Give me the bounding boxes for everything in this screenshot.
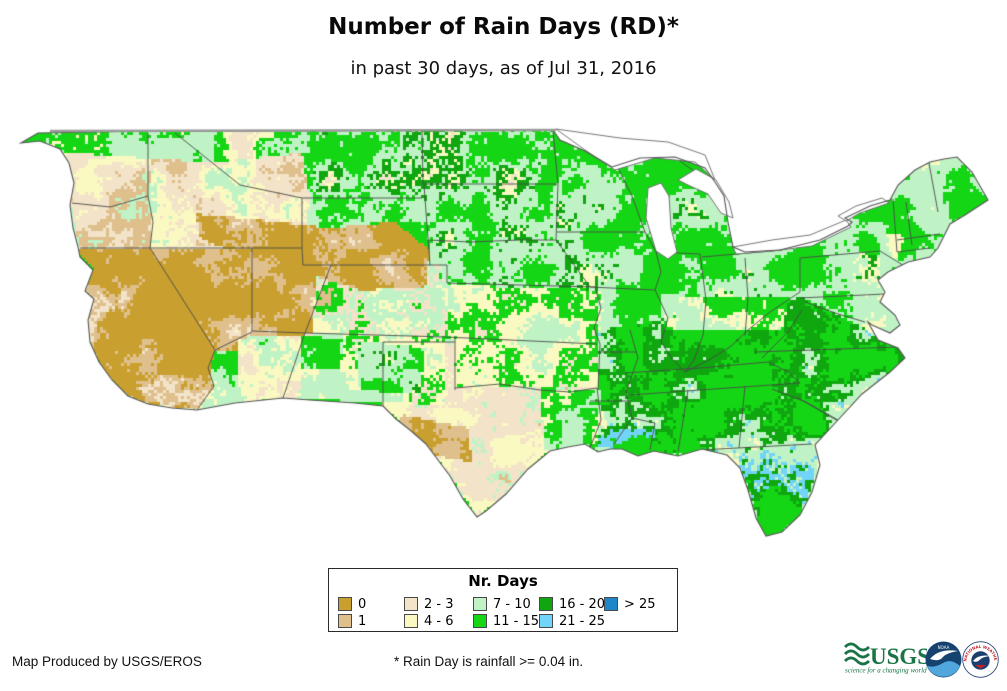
legend-swatch bbox=[338, 597, 352, 611]
noaa-ocean-shape bbox=[927, 661, 960, 677]
legend-swatch bbox=[404, 614, 418, 628]
legend-swatch bbox=[473, 597, 487, 611]
footer-note: * Rain Day is rainfall >= 0.04 in. bbox=[394, 654, 584, 669]
usgs-wave-icon bbox=[844, 642, 870, 666]
usgs-tagline: science for a changing world bbox=[845, 667, 927, 675]
usgs-wordmark: USGS bbox=[870, 644, 927, 669]
legend-swatch bbox=[473, 614, 487, 628]
noaa-gull-icon bbox=[930, 650, 958, 661]
usgs-logo: USGS science for a changing world bbox=[843, 640, 930, 675]
legend-label: 11 - 15 bbox=[493, 613, 540, 629]
legend-label: 1 bbox=[358, 613, 367, 629]
legend-item: > 25 bbox=[604, 596, 656, 612]
legend-item: 2 - 3 bbox=[404, 596, 454, 612]
legend-label: 7 - 10 bbox=[493, 596, 531, 612]
legend-item: 0 bbox=[338, 596, 367, 612]
legend-label: 2 - 3 bbox=[424, 596, 454, 612]
legend-item: 1 bbox=[338, 613, 367, 629]
legend-swatch bbox=[539, 614, 553, 628]
noaa-logo: NOAA bbox=[925, 641, 962, 678]
legend-swatch bbox=[338, 614, 352, 628]
footer-credit: Map Produced by USGS/EROS bbox=[12, 654, 202, 669]
legend-label: 0 bbox=[358, 596, 367, 612]
legend-swatch bbox=[539, 597, 553, 611]
legend-item: 4 - 6 bbox=[404, 613, 454, 629]
nws-red-wedge bbox=[975, 665, 986, 669]
legend-label: 4 - 6 bbox=[424, 613, 454, 629]
legend-item: 11 - 15 bbox=[473, 613, 540, 629]
nws-bird-icon bbox=[973, 655, 990, 662]
legend-label: 21 - 25 bbox=[559, 613, 606, 629]
legend-title: Nr. Days bbox=[468, 572, 538, 590]
nws-logo: NATIONAL WEATHER SERVICE bbox=[960, 637, 999, 678]
noaa-label: NOAA bbox=[938, 645, 950, 650]
legend-swatch bbox=[404, 597, 418, 611]
legend-label: 16 - 20 bbox=[559, 596, 606, 612]
legend-item: 21 - 25 bbox=[539, 613, 606, 629]
legend-swatch bbox=[604, 597, 618, 611]
legend-label: > 25 bbox=[624, 596, 656, 612]
legend-item: 16 - 20 bbox=[539, 596, 606, 612]
legend-item: 7 - 10 bbox=[473, 596, 531, 612]
